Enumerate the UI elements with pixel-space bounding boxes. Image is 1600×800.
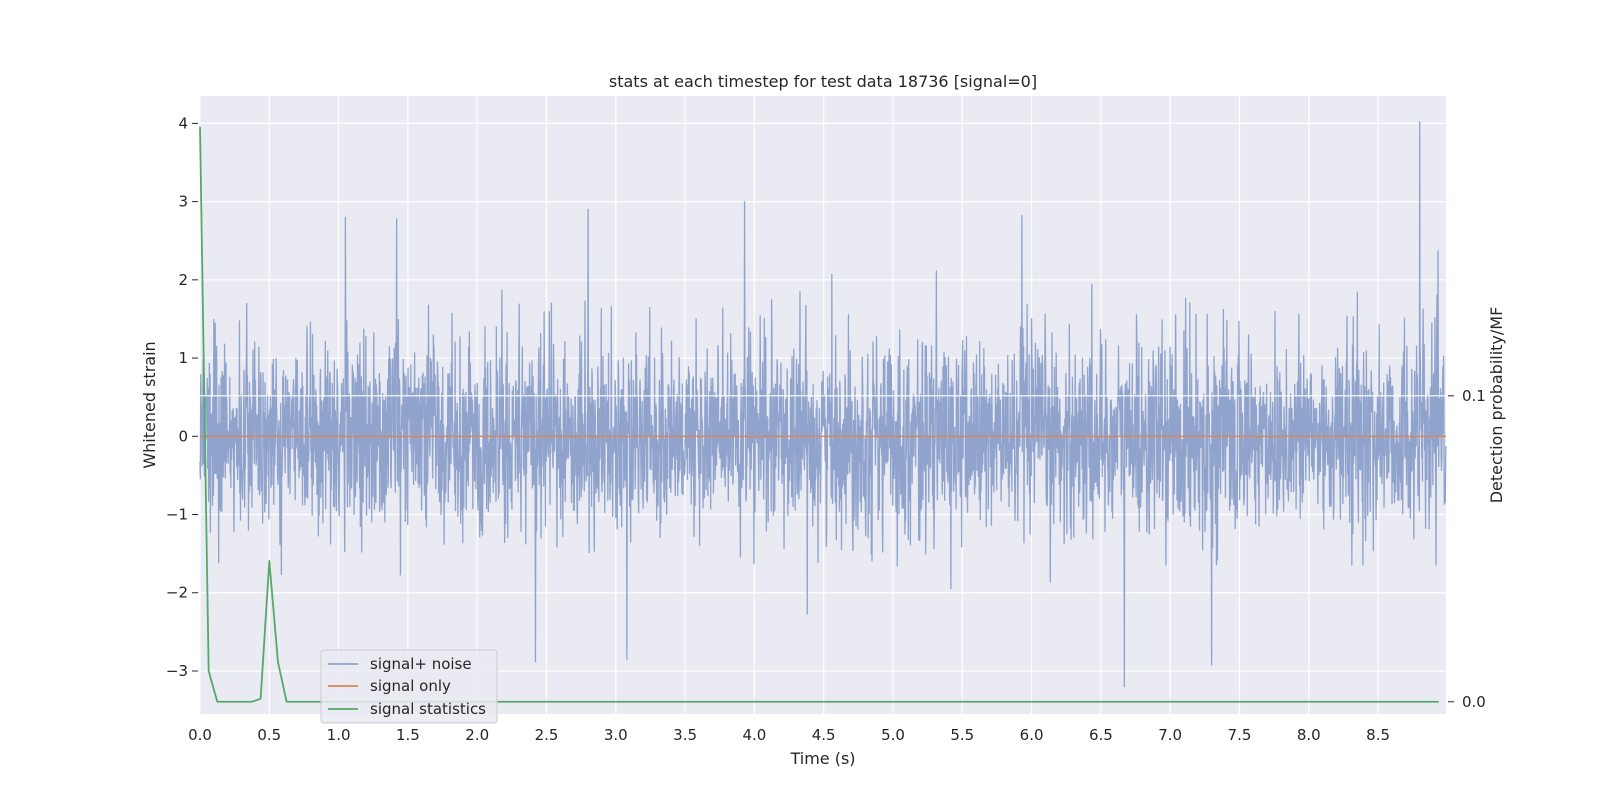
- x-tick-label: 0.0: [188, 726, 212, 744]
- y2-tick-label: 0.0: [1462, 693, 1486, 711]
- y-tick-label: 2: [178, 271, 188, 289]
- y2-tick-label: 0.1: [1462, 387, 1486, 405]
- x-tick-label: 7.5: [1228, 726, 1252, 744]
- legend: signal+ noise signal only signal statist…: [320, 649, 498, 724]
- x-tick-label: 7.0: [1158, 726, 1182, 744]
- series-line-signal-noise: [199, 121, 1447, 688]
- x-tick-label: 2.0: [465, 726, 489, 744]
- x-tick-label: 1.5: [396, 726, 420, 744]
- y-tick-label: −1: [166, 506, 188, 524]
- x-tick-label: 5.5: [950, 726, 974, 744]
- x-tick-label: 6.0: [1020, 726, 1044, 744]
- x-tick-label: 8.0: [1297, 726, 1321, 744]
- legend-label-signal-only: signal only: [370, 677, 451, 695]
- y-tick-label: −2: [166, 584, 188, 602]
- legend-label-signal-statistics: signal statistics: [370, 700, 486, 718]
- x-axis-ticks: 0.0 0.5 1.0 1.5 2.0 2.5 3.0 3.5 4.0 4.5 5.0 5.5 6.0 6…: [188, 726, 1390, 744]
- y-tick-label: −3: [166, 662, 188, 680]
- x-tick-label: 5.0: [881, 726, 905, 744]
- x-tick-label: 6.5: [1089, 726, 1113, 744]
- chart-title: stats at each timestep for test data 187…: [609, 72, 1037, 91]
- x-tick-label: 3.0: [604, 726, 628, 744]
- x-tick-label: 4.5: [812, 726, 836, 744]
- y2-axis-ticks: 0.1 0.0: [1448, 387, 1486, 711]
- y-tick-label: 4: [178, 114, 188, 132]
- x-tick-label: 1.0: [327, 726, 351, 744]
- x-tick-label: 8.5: [1366, 726, 1390, 744]
- x-tick-label: 3.5: [673, 726, 697, 744]
- signal-statistics-layer: [199, 126, 1446, 703]
- signal-noise-layer: [199, 121, 1447, 688]
- x-tick-label: 2.5: [535, 726, 559, 744]
- y2-axis-title: Detection probability/MF: [1487, 307, 1506, 504]
- y-axis-ticks: 4 3 2 1 0 −1 −2 −3: [166, 114, 198, 680]
- x-axis-title: Time (s): [789, 749, 855, 768]
- legend-label-signal-noise: signal+ noise: [370, 655, 472, 673]
- y-tick-label: 1: [178, 349, 188, 367]
- y-tick-label: 0: [178, 427, 188, 445]
- y-tick-label: 3: [178, 193, 188, 211]
- x-tick-label: 0.5: [257, 726, 281, 744]
- x-tick-label: 4.0: [742, 726, 766, 744]
- legend-box: [320, 649, 498, 724]
- y-axis-title: Whitened strain: [140, 341, 159, 468]
- series-line-signal-statistics: [199, 126, 1439, 703]
